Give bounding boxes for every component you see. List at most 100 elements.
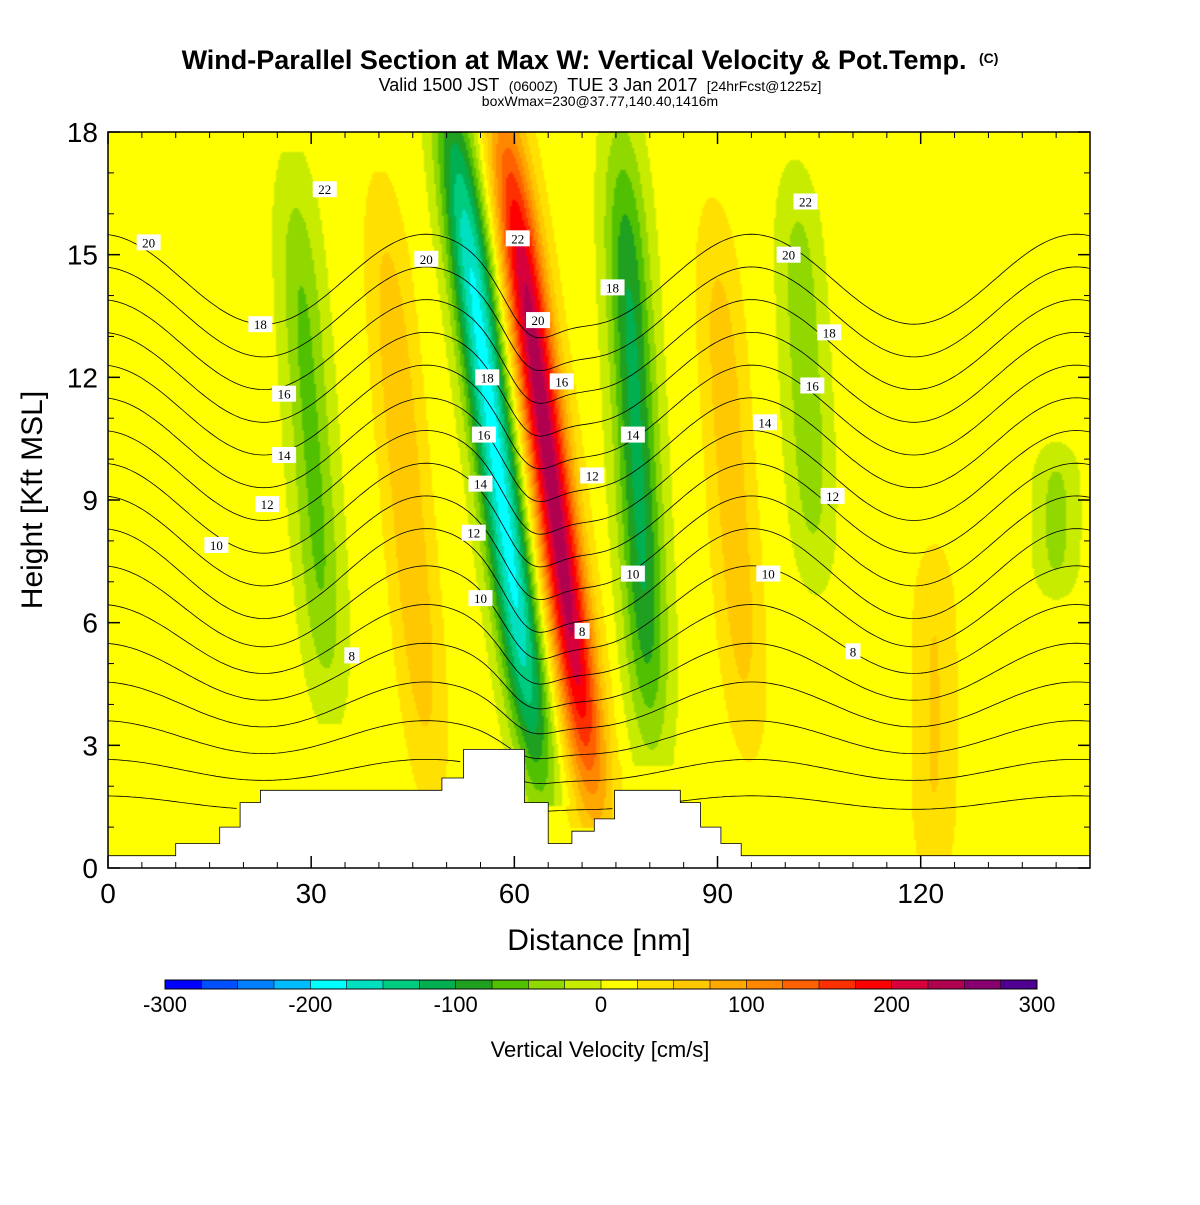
contour-label: 8 [574, 622, 590, 639]
contour-label: 18 [817, 324, 842, 341]
contour-label: 20 [414, 250, 439, 267]
contour-label-text: 18 [823, 325, 836, 340]
contour-label-box [136, 234, 161, 251]
contour-label: 20 [526, 312, 551, 329]
isentrope-16 [108, 462, 1090, 568]
contour-label: 22 [505, 230, 530, 247]
colorbar-swatch [310, 980, 347, 989]
y-tick-label: 15 [67, 240, 98, 271]
contour-label-box [312, 181, 337, 198]
colorbar-swatch [782, 980, 820, 989]
contour-label-text: 12 [586, 468, 599, 483]
contour-label-text: 22 [799, 195, 812, 210]
isentrope-15 [108, 495, 1090, 601]
contour-label-box [272, 385, 297, 402]
colorbar-swatch [928, 980, 965, 989]
contour-label: 12 [820, 487, 845, 504]
contour-label: 22 [312, 181, 337, 198]
colorbar-swatch [237, 980, 275, 989]
contour-label: 18 [248, 316, 273, 333]
colorbar-tick-label: 0 [595, 992, 607, 1017]
contour-label: 10 [468, 590, 493, 607]
contour-label: 14 [620, 426, 645, 443]
contour-label-text: 16 [806, 379, 820, 394]
valid-utc: (0600Z) [509, 78, 558, 94]
contour-label-box [505, 230, 530, 247]
isentrope-17 [108, 430, 1090, 535]
contour-label-text: 14 [758, 415, 772, 430]
colorbar-swatch [528, 980, 565, 989]
contour-label-text: 10 [474, 591, 487, 606]
colorbar-swatch [855, 980, 892, 989]
colorbar-swatch [819, 980, 856, 989]
contour-label: 14 [752, 414, 777, 431]
contour-label-text: 16 [555, 374, 569, 389]
contour-label-box [475, 369, 500, 386]
contour-label-box [549, 373, 574, 390]
contour-label-text: 12 [467, 526, 480, 541]
contour-label-box [461, 524, 486, 541]
isentrope-8 [108, 759, 1090, 785]
contour-label-box [752, 414, 777, 431]
isentrope-7 [108, 795, 1090, 812]
contour-label: 8 [845, 643, 861, 660]
chart-title: Wind-Parallel Section at Max W: Vertical… [182, 45, 967, 75]
contour-label: 12 [580, 467, 605, 484]
colorbar-swatch [637, 980, 674, 989]
x-tick-label: 30 [296, 878, 327, 909]
contour-label: 12 [461, 524, 486, 541]
contour-label: 12 [255, 496, 280, 513]
contour-label: 20 [776, 246, 801, 263]
isentrope-22 [108, 266, 1090, 372]
contour-label-box [817, 324, 842, 341]
isentrope-12 [108, 604, 1090, 685]
contour-label: 16 [471, 426, 496, 443]
contour-label-box [574, 622, 590, 639]
contour-label-text: 18 [481, 370, 494, 385]
contour-label: 10 [204, 536, 229, 553]
contour-label: 18 [475, 369, 500, 386]
colorbar-swatch [891, 980, 929, 989]
contour-label-box [600, 279, 625, 296]
colorbar-swatch [564, 980, 602, 989]
colorbar-swatch [455, 980, 493, 989]
contour-label-box [620, 565, 645, 582]
colorbar-swatch [1000, 980, 1038, 989]
contour-label-text: 8 [850, 644, 857, 659]
contour-label-box [526, 312, 551, 329]
colorbar-swatch [419, 980, 456, 989]
valid-date: TUE 3 Jan 2017 [567, 75, 697, 95]
contour-label-box [820, 487, 845, 504]
y-tick-label: 18 [67, 117, 98, 148]
isentrope-13 [108, 565, 1090, 660]
colorbar-swatch [165, 980, 202, 989]
isentrope-18 [108, 397, 1090, 502]
chart-title-row: Wind-Parallel Section at Max W: Vertical… [182, 45, 999, 75]
isentrope-10 [108, 681, 1090, 735]
contour-label-text: 18 [606, 280, 619, 295]
contour-label-text: 22 [511, 231, 524, 246]
potential-temperature-contours [108, 233, 1090, 812]
contour-label-text: 10 [762, 567, 775, 582]
contour-label-text: 10 [626, 567, 639, 582]
contour-label-text: 22 [318, 182, 331, 197]
colorbar-swatch [746, 980, 783, 989]
contour-label: 20 [136, 234, 161, 251]
box-wmax-info: boxWmax=230@37.77,140.40,1416m [482, 93, 718, 109]
contour-label-box [255, 496, 280, 513]
x-axis-label: Distance [nm] [507, 924, 690, 957]
colorbar: -300 -200 -100 0 100 200 300 [143, 979, 1055, 1017]
contour-label-text: 10 [210, 538, 223, 553]
contour-label-text: 20 [782, 248, 795, 263]
y-tick-label: 0 [82, 853, 98, 884]
contour-label-box [204, 536, 229, 553]
x-tick-label: 60 [499, 878, 530, 909]
colorbar-title: Vertical Velocity [cm/s] [491, 1037, 710, 1062]
contour-label-box [800, 377, 825, 394]
contour-label: 16 [272, 385, 297, 402]
terrain [108, 749, 1090, 868]
contour-label: 8 [344, 647, 360, 664]
valid-time-line: Valid 1500 JST (0600Z) TUE 3 Jan 2017 [2… [379, 75, 822, 95]
contour-label: 16 [800, 377, 825, 394]
